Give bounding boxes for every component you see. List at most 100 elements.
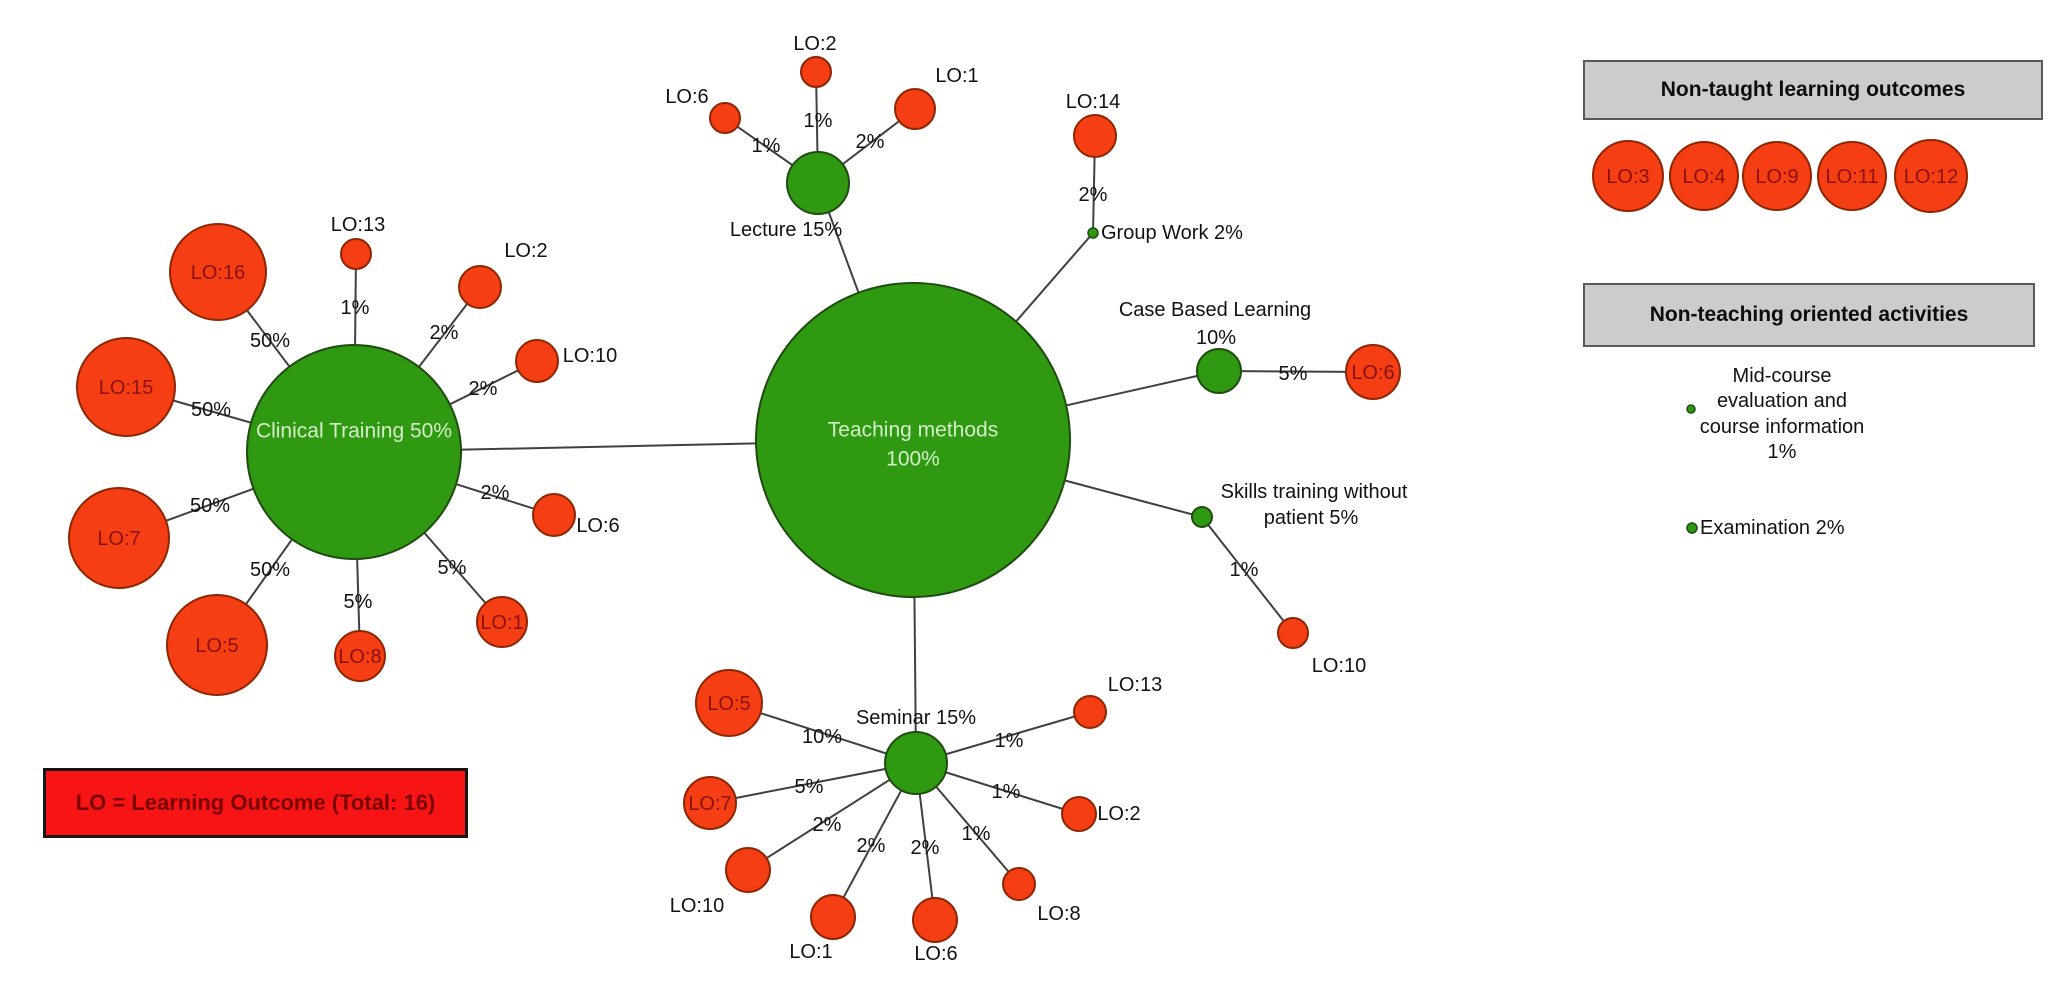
label-seminar-15-4: Seminar 15%	[856, 707, 976, 729]
node-label-s-lo7: LO:7	[688, 793, 731, 815]
node-c-lo7	[68, 487, 170, 589]
edge-seminar-s-lo7	[709, 762, 917, 804]
non-taught-header-label: Non-taught learning outcomes	[1660, 78, 1966, 101]
label-clinical-training-50-2: Clinical Training 50%	[256, 420, 452, 443]
node-s-lo8	[1002, 867, 1036, 901]
node-s-lo2	[1061, 796, 1097, 832]
edge-seminar-s-lo10	[747, 762, 917, 871]
label-2-27: 2%	[430, 322, 459, 344]
label-1-26: 1%	[341, 297, 370, 319]
node-label-c-lo8: LO:8	[338, 646, 381, 668]
lo-definition-legend: LO = Learning Outcome (Total: 16)	[43, 768, 468, 838]
node-lecture	[786, 151, 850, 215]
label-1-36: 1%	[804, 110, 833, 132]
node-p-lo3	[1592, 140, 1664, 212]
node-p-lo9	[1742, 141, 1812, 211]
label-lo-10-12: LO:10	[563, 345, 617, 367]
node-c-lo10	[515, 339, 559, 383]
label-evaluation-and-50: evaluation and	[1717, 390, 1847, 412]
node-l-lo6	[709, 102, 741, 134]
label-2-45: 2%	[911, 837, 940, 859]
node-c-lo15	[76, 337, 176, 437]
label-lo-2-23: LO:2	[1097, 803, 1140, 825]
node-s-lo5	[695, 669, 763, 737]
label-lo-8-22: LO:8	[1037, 903, 1080, 925]
label-lo-14-17: LO:14	[1066, 91, 1120, 113]
edge-skills-sk-lo10	[1201, 516, 1294, 634]
node-l-lo2	[800, 56, 832, 88]
label-5-39: 5%	[1279, 363, 1308, 385]
node-skills	[1191, 506, 1213, 528]
label-lo-2-15: LO:2	[793, 33, 836, 55]
non-teaching-oriented-activities-header: Non-teaching oriented activities	[1583, 283, 2035, 347]
node-lo14	[1073, 114, 1117, 158]
node-midcourse-dot	[1686, 404, 1696, 414]
node-label-c-lo7: LO:7	[97, 528, 140, 550]
node-label-p-lo9: LO:9	[1755, 166, 1798, 188]
node-c-lo13	[340, 238, 372, 270]
label-examination-2-53: Examination 2%	[1700, 517, 1845, 539]
node-c-lo5	[166, 594, 268, 696]
label-lo-10-19: LO:10	[670, 895, 724, 917]
label-lo-10-18: LO:10	[1312, 655, 1366, 677]
label-mid-course-49: Mid-course	[1733, 365, 1832, 387]
label-5-32: 5%	[344, 591, 373, 613]
label-lo-2-11: LO:2	[504, 240, 547, 262]
label-50-31: 50%	[250, 559, 290, 581]
node-sk-lo10	[1277, 617, 1309, 649]
node-s-lo13	[1073, 695, 1107, 729]
label-course-information-51: course information	[1700, 416, 1865, 438]
label-group-work-2-7: Group Work 2%	[1101, 222, 1243, 244]
label-lo-1-16: LO:1	[935, 65, 978, 87]
label-1-46: 1%	[962, 823, 991, 845]
label-lo-1-20: LO:1	[789, 941, 832, 963]
node-label-c-lo1: LO:1	[480, 612, 523, 634]
node-p-lo11	[1817, 141, 1887, 211]
node-groupwork	[1087, 227, 1099, 239]
node-label-p-lo3: LO:3	[1606, 166, 1649, 188]
non-teaching-header-label: Non-teaching oriented activities	[1649, 303, 1969, 326]
label-1-40: 1%	[1230, 559, 1259, 581]
label-1-52: 1%	[1768, 441, 1797, 463]
label-5-33: 5%	[438, 557, 467, 579]
label-2-28: 2%	[469, 378, 498, 400]
label-10-41: 10%	[802, 726, 842, 748]
node-exam-dot	[1686, 522, 1698, 534]
label-patient-5-9: patient 5%	[1264, 507, 1359, 529]
node-seminar	[884, 731, 948, 795]
node-s-lo1	[810, 894, 856, 940]
label-10-6: 10%	[1196, 327, 1236, 349]
node-c-lo1	[476, 596, 528, 648]
label-skills-training-without-8: Skills training without	[1221, 481, 1408, 503]
node-l-lo1	[894, 88, 936, 130]
node-p-lo4	[1669, 141, 1739, 211]
label-lo-6-14: LO:6	[665, 86, 708, 108]
label-lo-13-24: LO:13	[1108, 674, 1162, 696]
label-2-44: 2%	[857, 835, 886, 857]
node-label-c-lo15: LO:15	[99, 377, 153, 399]
node-label-c-lo16: LO:16	[191, 262, 245, 284]
node-cbl	[1196, 348, 1242, 394]
label-100-1: 100%	[886, 448, 940, 471]
label-lecture-15-3: Lecture 15%	[730, 219, 843, 241]
label-5-42: 5%	[795, 776, 824, 798]
label-2-43: 2%	[813, 814, 842, 836]
node-s-lo6	[912, 897, 958, 943]
label-1-47: 1%	[992, 781, 1021, 803]
node-label-cbl-lo6: LO:6	[1351, 362, 1394, 384]
label-lo-13-10: LO:13	[331, 214, 385, 236]
label-50-29: 50%	[191, 399, 231, 421]
node-c-lo8	[334, 630, 386, 682]
node-s-lo10	[725, 847, 771, 893]
node-clinical	[246, 344, 462, 560]
node-c-lo6	[532, 493, 576, 537]
node-p-lo12	[1894, 139, 1968, 213]
node-label-p-lo4: LO:4	[1682, 166, 1725, 188]
node-label-c-lo5: LO:5	[195, 635, 238, 657]
label-50-25: 50%	[250, 330, 290, 352]
label-case-based-learning-5: Case Based Learning	[1119, 299, 1311, 321]
label-2-37: 2%	[856, 131, 885, 153]
node-label-s-lo5: LO:5	[707, 693, 750, 715]
